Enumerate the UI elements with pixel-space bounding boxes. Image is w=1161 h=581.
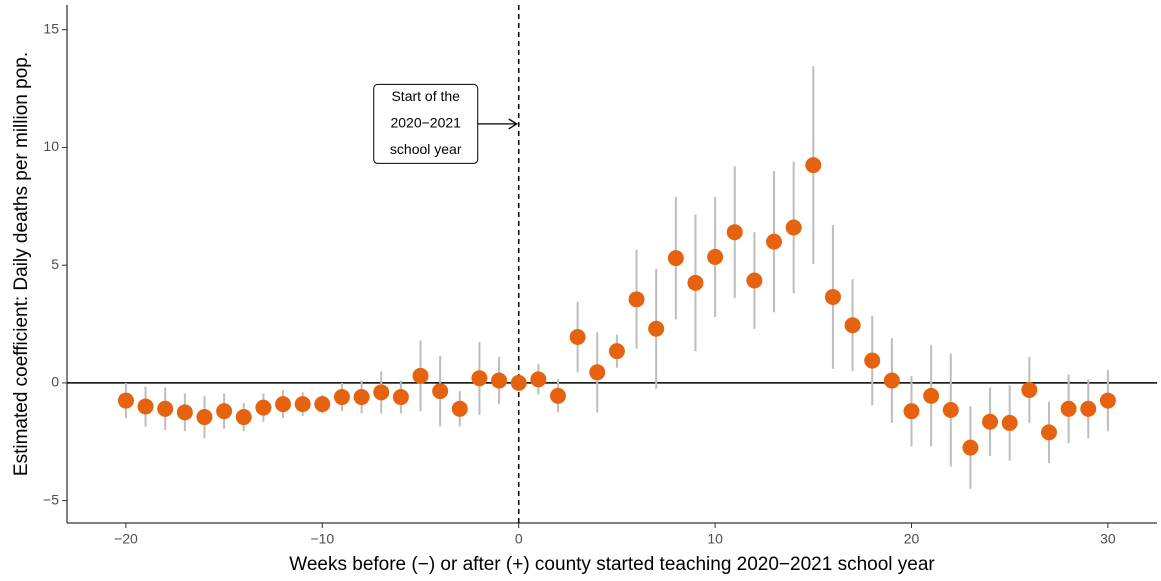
point [883, 372, 900, 389]
y-tick-label: 0 [51, 374, 59, 390]
point [785, 219, 802, 236]
point [962, 439, 979, 456]
point [333, 389, 350, 406]
point [766, 233, 783, 250]
point [373, 384, 390, 401]
point [982, 413, 999, 430]
point [491, 372, 508, 389]
point [1021, 381, 1038, 398]
point [707, 248, 724, 265]
point [216, 403, 233, 420]
point [1080, 400, 1097, 417]
point [549, 387, 566, 404]
point [844, 317, 861, 334]
y-tick-label: −5 [43, 491, 59, 507]
point [432, 383, 449, 400]
point [589, 364, 606, 381]
annotation-text: Start of the [391, 88, 460, 104]
x-tick-label: −10 [310, 531, 334, 547]
annotation-text: school year [390, 141, 462, 157]
point [628, 291, 645, 308]
y-tick-label: 5 [51, 256, 59, 272]
point [196, 409, 213, 426]
point [805, 157, 822, 174]
point [176, 404, 193, 421]
point [726, 224, 743, 241]
arrow-head [508, 118, 518, 130]
point [235, 409, 252, 426]
point [903, 403, 920, 420]
point [1001, 414, 1018, 431]
point [275, 396, 292, 413]
point [157, 400, 174, 417]
point [864, 352, 881, 369]
point [471, 370, 488, 387]
point [137, 398, 154, 415]
point [1060, 400, 1077, 417]
point [608, 343, 625, 360]
annotation-text: 2020−2021 [390, 115, 461, 131]
point [824, 288, 841, 305]
point [530, 371, 547, 388]
y-tick-label: 15 [43, 20, 59, 36]
point [392, 389, 409, 406]
point [648, 320, 665, 337]
x-tick-label: 10 [707, 531, 723, 547]
x-tick-label: 30 [1100, 531, 1116, 547]
point [510, 374, 527, 391]
point [117, 392, 134, 409]
point [1040, 424, 1057, 441]
x-tick-label: −20 [114, 531, 138, 547]
point [687, 274, 704, 291]
point [255, 399, 272, 416]
point [314, 396, 331, 413]
point [569, 328, 586, 345]
point [451, 400, 468, 417]
x-axis-title: Weeks before (−) or after (+) county sta… [289, 554, 935, 575]
point [923, 387, 940, 404]
point [942, 401, 959, 418]
point [412, 367, 429, 384]
x-tick-label: 0 [515, 531, 523, 547]
y-tick-label: 10 [43, 138, 59, 154]
point [294, 396, 311, 413]
y-axis-title: Estimated coefficient: Daily deaths per … [11, 52, 32, 476]
x-tick-label: 20 [904, 531, 920, 547]
point [353, 389, 370, 406]
point [1099, 392, 1116, 409]
point [667, 250, 684, 267]
point [746, 272, 763, 289]
